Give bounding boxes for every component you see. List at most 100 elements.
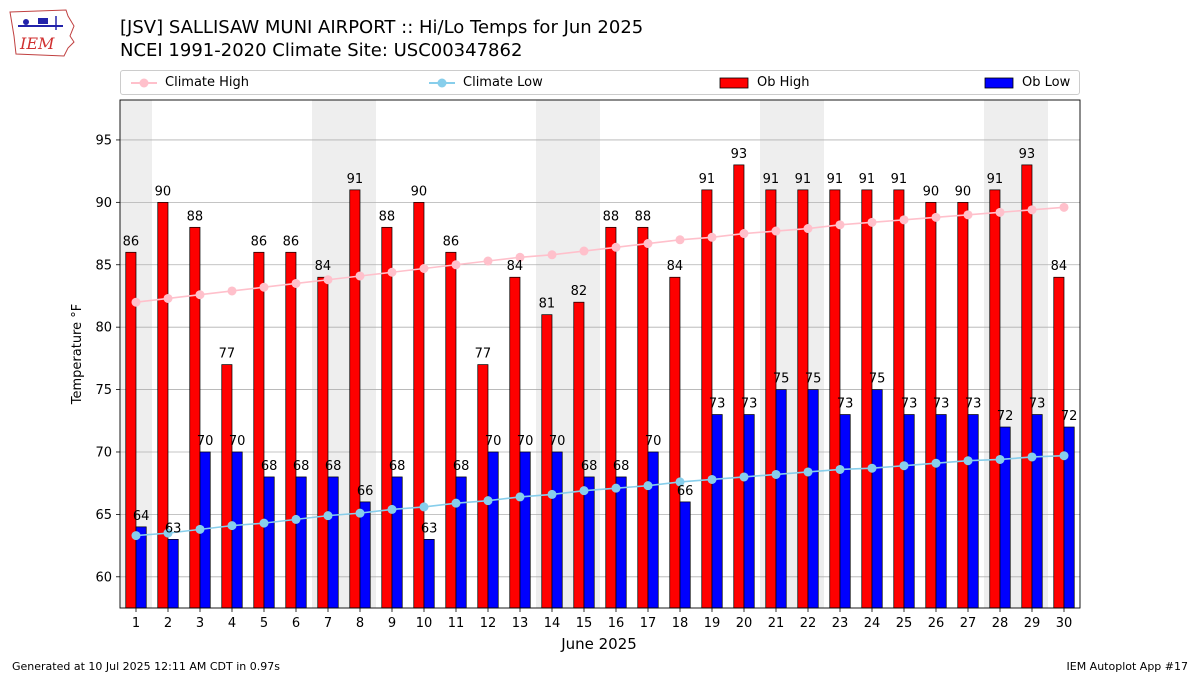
legend-label-climate-low: Climate Low (463, 75, 543, 90)
climate-high-point (131, 297, 141, 307)
ob-low-value-label: 70 (645, 434, 662, 449)
climate-low-point (163, 528, 173, 538)
climate-high-point (323, 275, 333, 285)
ob-low-value-label: 73 (901, 397, 918, 412)
ob-low-value-label: 66 (677, 484, 694, 499)
ob-high-value-label: 86 (123, 234, 140, 249)
ob-high-value-label: 84 (1051, 259, 1068, 274)
iem-logo: IEM (8, 6, 80, 58)
ob-high-value-label: 84 (315, 259, 332, 274)
climate-high-point (291, 278, 301, 288)
x-tick-label: 24 (864, 616, 881, 631)
x-tick-label: 18 (672, 616, 689, 631)
ob-low-value-label: 68 (261, 459, 278, 474)
x-tick-label: 28 (992, 616, 1009, 631)
climate-low-point (1059, 451, 1069, 461)
y-tick-label: 65 (95, 508, 112, 523)
ob-low-bar (935, 414, 947, 609)
ob-high-value-label: 91 (859, 172, 876, 187)
climate-high-point (163, 293, 173, 303)
climate-high-point (739, 229, 749, 239)
ob-high-value-label: 91 (827, 172, 844, 187)
climate-high-point (451, 260, 461, 270)
ob-high-bar (477, 364, 489, 609)
ob-high-bar (253, 251, 265, 609)
ob-high-swatch-icon (719, 77, 749, 88)
app-credit: IEM Autoplot App #17 (1066, 660, 1189, 673)
ob-high-value-label: 77 (475, 347, 492, 362)
ob-low-value-label: 73 (837, 397, 854, 412)
ob-high-bar (541, 314, 553, 609)
ob-low-bar (775, 389, 787, 609)
ob-high-bar (637, 226, 649, 609)
climate-high-line (135, 206, 1065, 303)
ob-high-value-label: 90 (411, 184, 428, 199)
legend-label-ob-low: Ob Low (1022, 75, 1071, 90)
ob-high-bar (861, 189, 873, 609)
x-tick-label: 30 (1056, 616, 1073, 631)
climate-high-point (227, 286, 237, 296)
climate-low-point (995, 454, 1005, 464)
ob-high-value-label: 84 (667, 259, 684, 274)
climate-high-point (387, 267, 397, 277)
climate-low-point (387, 504, 397, 514)
x-tick-label: 27 (960, 616, 977, 631)
ob-high-value-label: 88 (603, 209, 620, 224)
ob-low-bar (295, 476, 307, 609)
ob-high-value-label: 88 (635, 209, 652, 224)
x-tick-label: 23 (832, 616, 849, 631)
climate-high-point (483, 256, 493, 266)
ob-high-bar (573, 301, 585, 609)
ob-low-value-label: 70 (197, 434, 214, 449)
climate-low-point (931, 458, 941, 468)
ob-high-value-label: 93 (731, 147, 748, 162)
ob-high-bar (669, 276, 681, 609)
legend-label-climate-high: Climate High (165, 75, 250, 90)
legend-label-ob-high: Ob High (757, 75, 810, 90)
ob-high-value-label: 82 (571, 284, 588, 299)
ob-low-bar (519, 451, 531, 609)
ob-low-bar (551, 451, 563, 609)
ob-high-bar (221, 364, 233, 609)
ob-high-value-label: 91 (891, 172, 908, 187)
x-tick-label: 21 (768, 616, 785, 631)
ob-high-value-label: 93 (1019, 147, 1036, 162)
ob-low-bar (583, 476, 595, 609)
y-tick-label: 75 (95, 383, 112, 398)
ob-high-value-label: 90 (155, 184, 172, 199)
ob-high-value-label: 88 (187, 209, 204, 224)
ob-low-bar (647, 451, 659, 609)
ob-high-value-label: 91 (699, 172, 716, 187)
ob-high-bar (349, 189, 361, 609)
ob-high-bar (413, 201, 425, 609)
ob-high-value-label: 86 (443, 234, 460, 249)
x-tick-label: 26 (928, 616, 945, 631)
climate-low-point (579, 486, 589, 496)
legend-item-ob-low: Ob Low (984, 71, 1070, 94)
ob-low-bar (679, 501, 691, 609)
ob-low-bar (903, 414, 915, 609)
y-tick-label: 60 (95, 570, 112, 585)
chart-subtitle: NCEI 1991-2020 Climate Site: USC00347862 (120, 40, 523, 61)
climate-low-point (1027, 452, 1037, 462)
climate-low-point (803, 467, 813, 477)
x-tick-label: 12 (480, 616, 497, 631)
ob-low-value-label: 63 (421, 521, 438, 536)
climate-high-point (707, 232, 717, 242)
ob-high-bar (285, 251, 297, 609)
x-tick-label: 1 (132, 616, 140, 631)
climate-low-point (611, 483, 621, 493)
ob-high-bar (445, 251, 457, 609)
legend: Climate High Climate Low Ob High Ob Low (120, 70, 1080, 95)
ob-high-value-label: 91 (795, 172, 812, 187)
ob-low-bar (615, 476, 627, 609)
ob-low-bar (743, 414, 755, 609)
climate-high-point (579, 246, 589, 256)
ob-low-value-label: 70 (485, 434, 502, 449)
climate-high-line-icon (131, 78, 157, 87)
climate-high-point (867, 217, 877, 227)
ob-low-value-label: 68 (293, 459, 310, 474)
ob-high-bar (797, 189, 809, 609)
climate-high-point (419, 264, 429, 274)
